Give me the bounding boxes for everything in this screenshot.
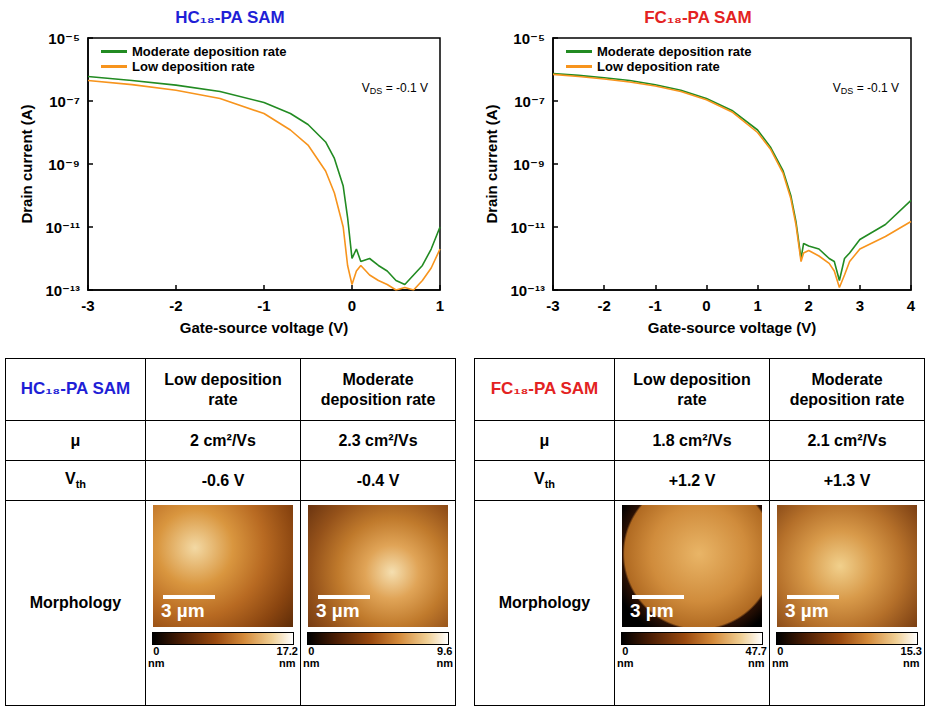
html-text:μ: μ xyxy=(539,431,550,449)
html-text:nm: nm xyxy=(436,657,453,669)
html-text:nm: nm xyxy=(617,657,634,669)
html-text:nm: nm xyxy=(279,657,296,669)
svg-text:= -0.1 V: = -0.1 V xyxy=(382,81,428,95)
html-text:Vth: Vth xyxy=(65,470,86,491)
html-text:-0.4 V: -0.4 V xyxy=(356,471,400,489)
svg-text:-1: -1 xyxy=(649,297,662,314)
html-text:3 µm: 3 µm xyxy=(630,600,674,622)
html-text:2 cm²/Vs: 2 cm²/Vs xyxy=(190,431,256,449)
html-text:3 µm: 3 µm xyxy=(161,600,205,622)
svg-text:10⁻⁷: 10⁻⁷ xyxy=(49,93,80,110)
svg-text:Drain current (A): Drain current (A) xyxy=(483,104,500,223)
svg-text:-3: -3 xyxy=(546,297,559,314)
svg-text:10⁻⁹: 10⁻⁹ xyxy=(513,156,545,173)
html-text:Moderate deposition rate: Moderate deposition rate xyxy=(320,371,436,408)
svg-text:0: 0 xyxy=(702,297,710,314)
svg-text:-1: -1 xyxy=(257,297,270,314)
html-text:0: 0 xyxy=(153,645,160,657)
html-text:Vth: Vth xyxy=(534,470,555,491)
svg-text:Moderate deposition rate: Moderate deposition rate xyxy=(597,44,752,59)
html-text:μ: μ xyxy=(70,431,81,449)
html-text:FC₁₈-PA SAM: FC₁₈-PA SAM xyxy=(490,379,599,399)
svg-text:0: 0 xyxy=(348,297,356,314)
svg-text:DS: DS xyxy=(841,86,854,96)
svg-text:Moderate deposition rate: Moderate deposition rate xyxy=(132,44,287,59)
html-text:Low deposition rate: Low deposition rate xyxy=(164,371,282,408)
html-text:2.3 cm²/Vs: 2.3 cm²/Vs xyxy=(338,431,418,449)
svg-text:10⁻¹³: 10⁻¹³ xyxy=(510,282,545,299)
svg-text:HC₁₈-PA SAM: HC₁₈-PA SAM xyxy=(175,8,284,27)
html-text:15.3: 15.3 xyxy=(900,645,922,657)
html-text:Low deposition rate: Low deposition rate xyxy=(633,371,751,408)
svg-text:10⁻⁵: 10⁻⁵ xyxy=(513,30,545,47)
svg-text:FC₁₈-PA SAM: FC₁₈-PA SAM xyxy=(644,8,752,27)
svg-text:1: 1 xyxy=(753,297,761,314)
html-text:+1.2 V: +1.2 V xyxy=(668,471,716,489)
svg-text:Gate-source voltage (V): Gate-source voltage (V) xyxy=(648,319,816,336)
html-text:nm: nm xyxy=(748,657,765,669)
html-text:nm: nm xyxy=(303,657,320,669)
html-text:Morphology: Morphology xyxy=(498,594,591,612)
svg-text:= -0.1 V: = -0.1 V xyxy=(853,81,899,95)
html-text:Morphology: Morphology xyxy=(29,594,122,612)
html-text:+1.3 V: +1.3 V xyxy=(823,471,871,489)
svg-text:10⁻⁵: 10⁻⁵ xyxy=(48,30,80,47)
svg-text:2: 2 xyxy=(805,297,813,314)
html-text:17.2: 17.2 xyxy=(276,645,298,657)
html-text:3 µm: 3 µm xyxy=(785,600,829,622)
svg-text:V: V xyxy=(833,81,841,95)
html-text:9.6: 9.6 xyxy=(437,645,453,657)
svg-text:3: 3 xyxy=(856,297,864,314)
svg-text:DS: DS xyxy=(370,86,383,96)
svg-text:V: V xyxy=(362,81,370,95)
html-text:47.7: 47.7 xyxy=(745,645,767,657)
svg-text:-3: -3 xyxy=(81,297,94,314)
html-text:nm: nm xyxy=(148,657,165,669)
html-text:HC₁₈-PA SAM: HC₁₈-PA SAM xyxy=(20,379,131,399)
html-text:0: 0 xyxy=(777,645,784,657)
html-text:2.1 cm²/Vs: 2.1 cm²/Vs xyxy=(807,431,887,449)
svg-text:10⁻¹¹: 10⁻¹¹ xyxy=(45,219,80,236)
html-text:-0.6 V: -0.6 V xyxy=(201,471,245,489)
html-text:nm: nm xyxy=(772,657,789,669)
svg-text:1: 1 xyxy=(436,297,444,314)
svg-text:-2: -2 xyxy=(597,297,610,314)
svg-text:10⁻¹¹: 10⁻¹¹ xyxy=(510,219,545,236)
html-text:0: 0 xyxy=(308,645,315,657)
svg-text:10⁻¹³: 10⁻¹³ xyxy=(45,282,80,299)
svg-text:-2: -2 xyxy=(169,297,182,314)
svg-text:Drain current (A): Drain current (A) xyxy=(18,104,35,223)
html-text:1.8 cm²/Vs: 1.8 cm²/Vs xyxy=(652,431,732,449)
html-text:0: 0 xyxy=(622,645,629,657)
html-text:Moderate deposition rate: Moderate deposition rate xyxy=(789,371,905,408)
html-text:nm: nm xyxy=(903,657,920,669)
svg-text:Low deposition rate: Low deposition rate xyxy=(132,59,255,74)
svg-text:10⁻⁷: 10⁻⁷ xyxy=(514,93,545,110)
svg-text:Gate-source voltage (V): Gate-source voltage (V) xyxy=(180,319,348,336)
svg-text:Low deposition rate: Low deposition rate xyxy=(597,59,720,74)
html-text:3 µm: 3 µm xyxy=(316,600,360,622)
svg-text:4: 4 xyxy=(907,297,916,314)
svg-text:10⁻⁹: 10⁻⁹ xyxy=(48,156,80,173)
